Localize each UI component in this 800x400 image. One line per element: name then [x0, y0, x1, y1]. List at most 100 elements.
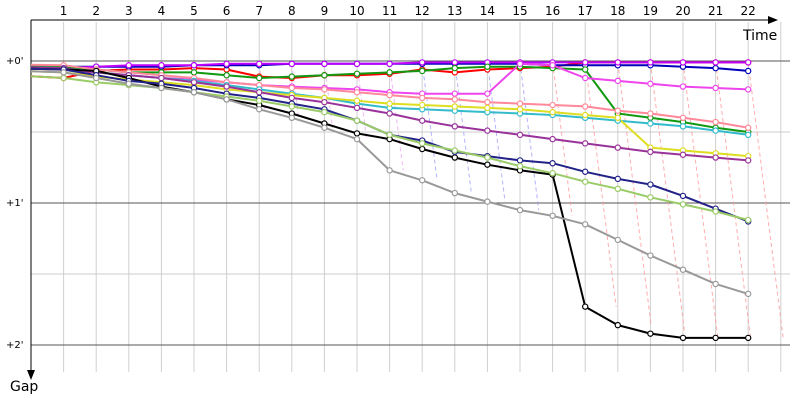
data-point [451, 189, 458, 197]
data-point [321, 98, 328, 106]
data-point [647, 59, 654, 66]
data-point [321, 124, 328, 131]
data-point [484, 154, 491, 161]
data-point [745, 67, 752, 75]
data-point [745, 290, 752, 298]
data-point [256, 106, 263, 113]
data-point [386, 100, 393, 107]
data-point [614, 321, 622, 329]
data-point [321, 86, 328, 93]
x-tick-label: 5 [190, 4, 198, 18]
data-point [353, 97, 361, 104]
data-point [516, 100, 524, 107]
data-point [679, 114, 687, 122]
data-point [321, 71, 328, 79]
data-point [419, 94, 426, 102]
data-point [256, 74, 263, 82]
data-point [451, 103, 458, 110]
data-point [647, 252, 654, 259]
data-point [451, 96, 458, 103]
x-tick-label: 9 [321, 4, 329, 18]
data-point [288, 114, 295, 122]
data-point [419, 145, 426, 153]
data-point [158, 84, 165, 92]
lap-connector-line [291, 63, 300, 118]
data-point [647, 110, 654, 117]
x-tick-label: 13 [447, 4, 462, 18]
data-point [679, 123, 687, 130]
x-tick-label: 6 [223, 4, 231, 18]
data-point [582, 74, 589, 82]
data-point [745, 86, 752, 93]
lap-connector-line [747, 62, 784, 338]
data-point [353, 135, 361, 143]
y-tick-label: +1' [6, 198, 24, 209]
data-point [679, 201, 687, 208]
lap-connector-line [682, 62, 719, 338]
data-point [386, 131, 393, 139]
data-point [582, 66, 589, 73]
x-tick-label: 14 [480, 4, 495, 18]
data-point [60, 74, 67, 82]
data-point [549, 160, 556, 167]
data-point [353, 70, 361, 77]
data-point [60, 69, 67, 76]
lap-connector-line [552, 62, 573, 216]
data-point [745, 334, 752, 342]
data-point [712, 127, 719, 134]
data-point [679, 266, 687, 273]
data-point [647, 181, 654, 188]
data-point [386, 167, 393, 174]
lap-connector-line [649, 62, 686, 334]
data-point [386, 69, 393, 76]
data-point [125, 62, 133, 69]
data-point [582, 303, 589, 310]
data-point [582, 103, 589, 110]
data-point [125, 80, 133, 87]
data-point [353, 130, 361, 137]
data-point [451, 147, 458, 154]
data-point [549, 135, 556, 143]
data-point [614, 236, 622, 244]
data-point [712, 84, 719, 92]
x-tick-label: 4 [158, 4, 166, 18]
data-point [582, 111, 589, 119]
y-tick-label: +0' [6, 56, 24, 67]
data-point [516, 157, 524, 164]
data-point [516, 60, 524, 68]
data-point [712, 154, 719, 161]
x-tick-label: 3 [125, 4, 133, 18]
data-point [288, 73, 295, 80]
data-point [745, 124, 752, 131]
data-point [484, 127, 491, 134]
data-point [679, 151, 687, 158]
lap-connector-line [584, 62, 617, 307]
data-point [419, 67, 426, 75]
data-point [419, 117, 426, 124]
data-point [679, 192, 687, 200]
data-point [516, 206, 524, 214]
axes: Time Gap [10, 16, 778, 395]
x-tick-label: 2 [92, 4, 100, 18]
x-tick-label: 10 [349, 4, 364, 18]
x-tick-labels: 1 2 3 4 5 6 7 8 9 10 11 12 13 14 15 16 17 18 19 20 21 22 [60, 4, 756, 18]
data-point [190, 79, 198, 86]
data-point [353, 104, 361, 112]
data-point [582, 140, 589, 147]
data-point [223, 96, 230, 103]
data-point [549, 62, 556, 69]
data-point [484, 198, 491, 205]
data-point [712, 59, 719, 66]
data-point [223, 60, 230, 68]
data-point [223, 71, 230, 79]
data-point [712, 334, 719, 342]
x-tick-label: 7 [255, 4, 263, 18]
data-point [158, 74, 165, 82]
data-point [419, 140, 426, 147]
data-point [582, 59, 589, 66]
data-point [451, 64, 458, 72]
data-point [288, 84, 295, 92]
data-point [288, 94, 295, 102]
